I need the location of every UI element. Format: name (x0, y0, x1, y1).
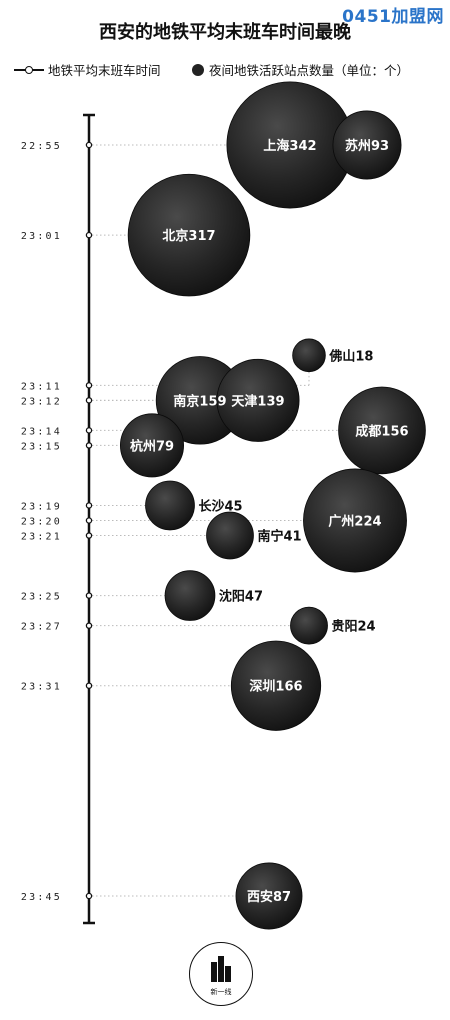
time-tick: 23:27 (21, 622, 93, 633)
watermark-text: 0451加盟网 (342, 7, 444, 27)
time-axis: 22:55 23:01 23:11 23:12 23:14 23:15 23:19 23:20… (21, 113, 95, 925)
time-tick: 23:21 (21, 532, 93, 543)
time-tick: 23:14 (21, 426, 93, 437)
city-bubble (206, 511, 254, 560)
logo-text: 新一线 (210, 988, 232, 996)
time-tick-label: 23:20 (21, 517, 62, 528)
city-label: 天津139 (231, 393, 284, 409)
chart-title: 西安的地铁平均末班车时间最晚 (99, 22, 351, 43)
time-tick: 23:19 (21, 501, 93, 512)
city-label: 杭州79 (130, 438, 174, 454)
timeline-marker-icon (14, 64, 44, 76)
time-tick-label: 23:12 (21, 396, 62, 407)
city-bubbles (119, 81, 426, 930)
time-tick-label: 23:25 (21, 592, 62, 603)
logo-mark-icon (211, 956, 231, 982)
city-bubble (164, 570, 216, 621)
city-label: 佛山18 (328, 348, 373, 364)
time-tick-label: 23:11 (21, 381, 62, 392)
time-tick: 23:15 (21, 441, 93, 452)
city-label: 贵阳24 (332, 619, 376, 635)
city-label: 上海342 (263, 138, 316, 154)
city-bubble (119, 413, 185, 478)
time-tick-label: 23:45 (21, 892, 62, 903)
bubble-marker-icon (192, 63, 204, 76)
city-bubble (290, 606, 328, 645)
time-tick: 23:20 (21, 517, 93, 528)
time-tick-label: 23:15 (21, 441, 62, 452)
city-bubble (303, 468, 407, 573)
time-tick: 23:31 (21, 682, 93, 693)
legend-line-label: 地铁平均末班车时间 (48, 63, 161, 78)
time-tick: 23:12 (21, 396, 93, 407)
time-tick: 22:55 (21, 141, 93, 152)
time-tick: 23:01 (21, 231, 93, 242)
time-tick-label: 22:55 (21, 141, 62, 152)
city-label: 北京317 (162, 228, 215, 244)
time-tick-label: 23:21 (21, 532, 62, 543)
publisher-logo: 新一线 (189, 942, 253, 1006)
city-bubble (127, 173, 251, 297)
legend: 地铁平均末班车时间 夜间地铁活跃站点数量（单位：个） (14, 60, 444, 80)
time-tick-label: 23:31 (21, 682, 62, 693)
city-label: 深圳166 (249, 679, 302, 695)
time-tick-label: 23:14 (21, 426, 62, 437)
city-bubble (230, 640, 322, 731)
city-label: 西安87 (247, 889, 291, 905)
city-label: 南宁41 (257, 529, 301, 545)
city-bubble (332, 110, 402, 180)
city-bubble (216, 358, 300, 442)
legend-bubble-label: 夜间地铁活跃站点数量（单位：个） (209, 63, 410, 78)
time-tick: 23:25 (21, 592, 93, 603)
city-bubble (292, 338, 326, 373)
city-label: 南京159 (173, 393, 226, 409)
city-label: 苏州93 (345, 138, 389, 154)
city-label: 沈阳47 (219, 589, 263, 605)
time-tick-label: 23:19 (21, 501, 62, 512)
legend-item-bubble: 夜间地铁活跃站点数量（单位：个） (192, 60, 409, 79)
city-bubble (235, 862, 303, 930)
city-labels: 上海342 苏州93 北京317 佛山18 南京159 天津139 成都156 杭州79 长沙4… (130, 138, 409, 905)
time-tick-label: 23:27 (21, 622, 62, 633)
city-label: 广州224 (328, 514, 381, 530)
time-tick: 23:45 (21, 892, 93, 903)
city-bubble (338, 386, 426, 475)
city-label: 成都156 (355, 423, 408, 439)
time-tick-label: 23:01 (21, 231, 62, 242)
legend-item-line: 地铁平均末班车时间 (14, 60, 161, 79)
time-tick: 23:11 (21, 381, 93, 392)
city-label: 长沙45 (198, 498, 242, 514)
city-bubble (145, 480, 195, 531)
